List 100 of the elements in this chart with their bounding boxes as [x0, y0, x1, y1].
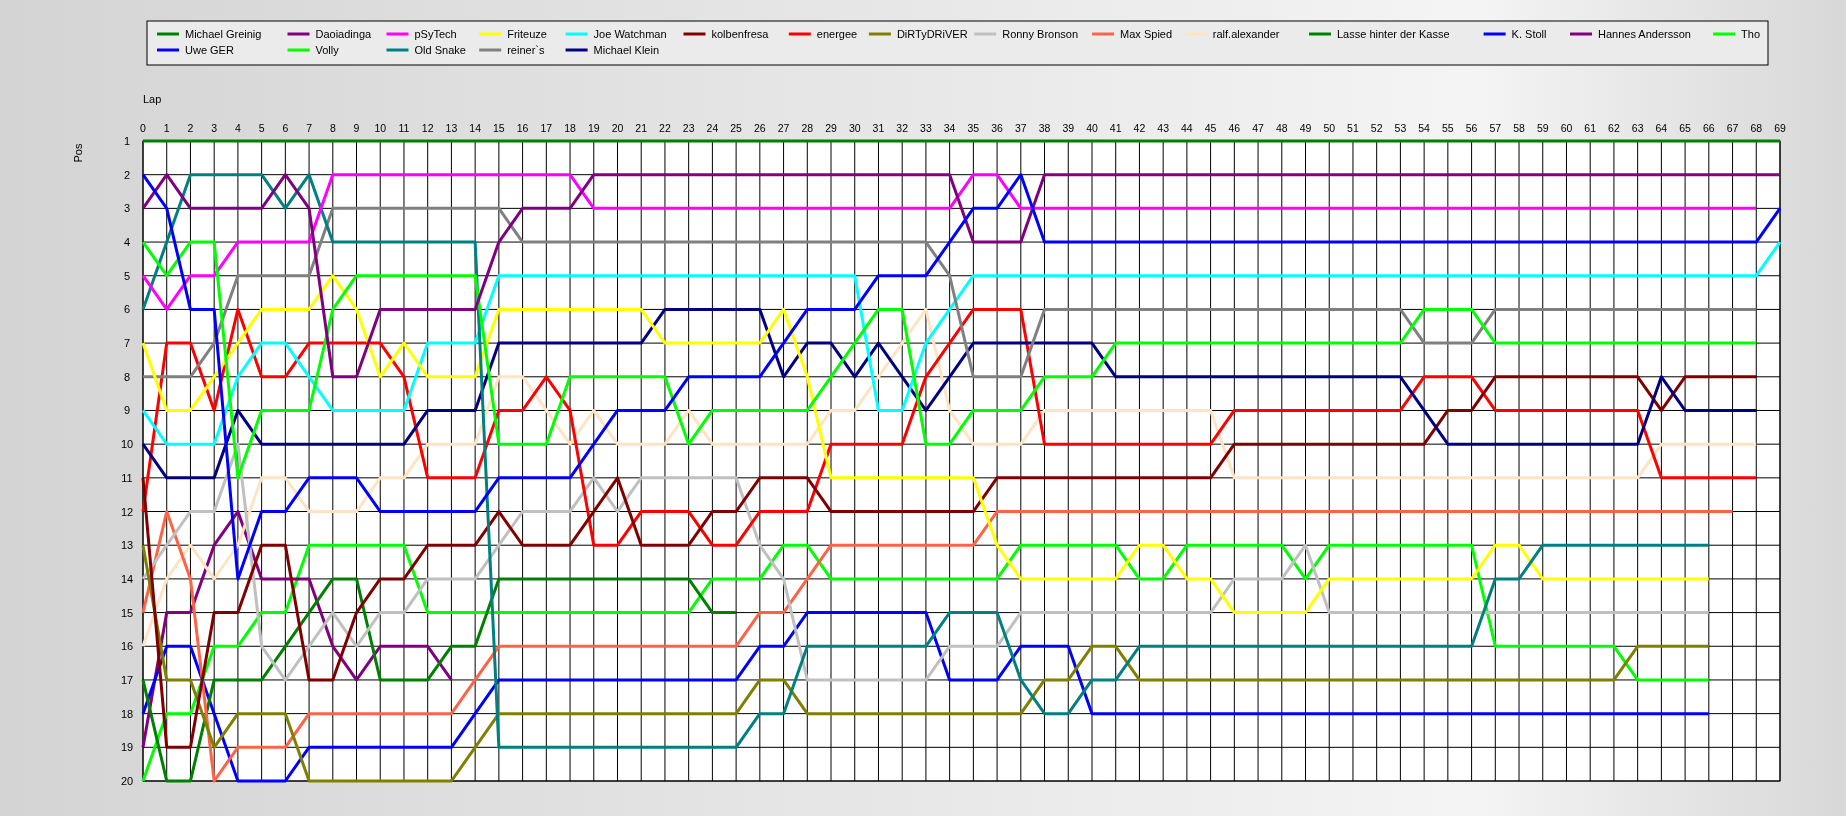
x-tick-label: 30: [848, 122, 861, 134]
x-tick-label: 54: [1418, 122, 1431, 134]
x-tick-label: 53: [1394, 122, 1407, 134]
x-tick-label: 1: [163, 122, 170, 134]
x-tick-label: 40: [1086, 122, 1098, 134]
legend-label: kolbenfresa: [711, 28, 770, 40]
y-tick-label: 8: [123, 370, 131, 383]
line-series: [141, 307, 1758, 547]
y-tick-label: 6: [123, 303, 131, 316]
x-tick-label: 25: [730, 122, 743, 134]
y-tick-label: 19: [120, 741, 134, 754]
legend-label: Uwe GER: [185, 44, 234, 56]
x-tick-label: 69: [1774, 122, 1786, 134]
line-series: [141, 577, 738, 783]
line-series: [141, 307, 1758, 480]
x-tick-label: 50: [1323, 122, 1336, 134]
line-series: [141, 375, 1758, 749]
x-tick-label: 58: [1513, 122, 1526, 134]
x-tick-label: 48: [1275, 122, 1288, 134]
x-tick-label: 18: [564, 122, 577, 134]
line-series: [141, 442, 1711, 682]
x-tick-label: 23: [682, 122, 695, 134]
y-tick-label: 1: [123, 135, 131, 147]
x-axis-title: Lap: [143, 93, 162, 105]
y-tick-label: 17: [120, 673, 134, 686]
y-tick-label: 13: [120, 539, 134, 552]
x-tick-label: 8: [329, 122, 336, 134]
x-tick-label: 61: [1584, 122, 1597, 134]
x-tick-label: 24: [706, 122, 719, 134]
x-tick-label: 10: [374, 122, 387, 134]
legend-label: Friteuze: [507, 28, 547, 40]
y-tick-label: 2: [123, 168, 131, 181]
line-series: [141, 274, 1711, 615]
y-tick-label: 11: [121, 471, 133, 484]
line-series: [141, 173, 1782, 581]
legend-label: energee: [816, 28, 858, 40]
legend-label: Tho: [1741, 28, 1761, 40]
legend-label: Michael Greinig: [185, 28, 262, 40]
x-tick-label: 3: [211, 122, 218, 134]
x-tick-label: 5: [258, 122, 265, 134]
y-tick-label: 16: [120, 640, 134, 653]
x-tick-label: 28: [801, 122, 814, 134]
legend-label: Joe Watchman: [593, 28, 667, 40]
x-tick-label: 13: [445, 122, 458, 134]
line-series: [141, 240, 1782, 446]
x-tick-label: 31: [872, 122, 885, 134]
legend-label: Michael Klein: [593, 44, 660, 56]
y-tick-label: 10: [120, 438, 134, 451]
legend-label: pSyTech: [414, 28, 457, 40]
legend-label: K. Stoll: [1511, 28, 1547, 40]
legend-label: Hannes Andersson: [1598, 28, 1691, 40]
x-tick-label: 60: [1560, 122, 1573, 134]
x-tick-label: 37: [1014, 122, 1027, 134]
x-tick-label: 12: [421, 122, 434, 134]
x-tick-label: 14: [469, 122, 482, 134]
legend-label: ralf.alexander: [1212, 28, 1280, 40]
x-tick-label: 51: [1347, 122, 1359, 134]
x-tick-label: 63: [1631, 122, 1644, 134]
x-tick-label: 62: [1608, 122, 1620, 134]
x-tick-label: 4: [234, 122, 241, 134]
x-tick-label: 57: [1489, 122, 1502, 134]
x-tick-label: 39: [1062, 122, 1075, 134]
x-tick-label: 67: [1726, 122, 1739, 134]
x-tick-label: 2: [187, 122, 194, 134]
x-tick-label: 42: [1133, 122, 1146, 134]
line-series: [141, 173, 1782, 379]
x-tick-label: 38: [1038, 122, 1051, 134]
x-tick-label: 64: [1655, 122, 1668, 134]
y-tick-label: 15: [120, 606, 134, 619]
x-tick-label: 6: [282, 122, 289, 134]
x-tick-label: 68: [1750, 122, 1763, 134]
x-tick-label: 41: [1109, 122, 1122, 134]
y-tick-label: 14: [120, 572, 134, 585]
y-tick-label: 20: [120, 775, 134, 787]
x-tick-label: 35: [967, 122, 980, 134]
legend-label: Ronny Bronson: [1002, 28, 1079, 40]
line-series: [141, 611, 1711, 783]
x-tick-label: 59: [1536, 122, 1549, 134]
x-tick-label: 9: [353, 122, 360, 134]
x-tick-label: 55: [1442, 122, 1454, 134]
x-tick-label: 17: [540, 122, 553, 134]
x-tick-label: 7: [306, 122, 313, 134]
x-tick-label: 47: [1252, 122, 1265, 134]
x-tick-label: 36: [991, 122, 1004, 134]
line-series: [141, 307, 1758, 648]
y-axis-title: Pos: [72, 143, 84, 163]
legend-label: reiner`s: [507, 44, 545, 56]
x-tick-label: 11: [398, 122, 410, 134]
x-tick-label: 32: [896, 122, 909, 134]
x-tick-label: 33: [920, 122, 932, 134]
x-tick-label: 44: [1181, 122, 1193, 134]
x-tick-label: 56: [1465, 122, 1478, 134]
x-tick-label: 26: [754, 122, 766, 134]
x-tick-label: 65: [1679, 122, 1692, 134]
x-tick-label: 66: [1702, 122, 1715, 134]
legend-label: Daoiadinga: [315, 28, 373, 40]
x-tick-label: 22: [659, 122, 671, 134]
x-tick-label: 45: [1204, 122, 1217, 134]
x-tick-label: 29: [825, 122, 838, 134]
line-series: [141, 173, 1758, 311]
